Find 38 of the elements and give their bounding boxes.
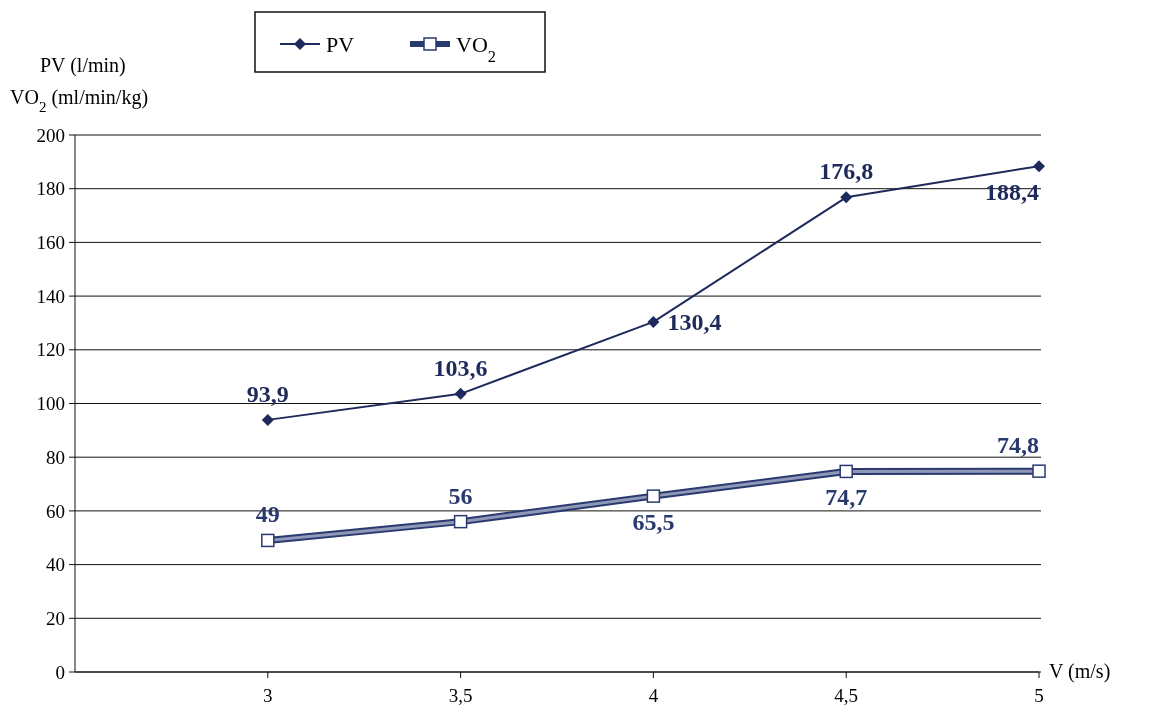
data-label: 65,5 [632,509,675,536]
y-tick-label: 160 [36,232,65,254]
point [646,489,661,503]
point [1032,464,1046,478]
point [453,514,468,529]
x-tick-label: 3 [263,685,273,706]
y-tick-label: 200 [36,124,65,146]
y-tick-label: 140 [36,285,65,307]
x-axis-title: V (m/s) [1049,660,1111,683]
point [454,387,467,400]
x-tick-label: 4,5 [834,685,859,706]
point [261,413,274,426]
y-tick-label: 20 [46,607,65,629]
data-label: 74,8 [997,432,1039,459]
x-tick-label: 3,5 [448,685,473,706]
point [1033,160,1045,173]
data-label: 93,9 [246,380,289,407]
y-axis-title: PV (l/min) VO$_{2}$ (ml/min/kg) [10,54,149,115]
data-label: 176,8 [819,158,874,185]
point [840,191,853,204]
y-tick-label: 40 [46,554,65,576]
data-label: 103,6 [433,354,488,381]
x-tick-label: 4 [648,685,659,706]
y-tick-label: 180 [36,178,65,200]
y-tick-label: 100 [36,393,65,415]
data-label: 130,4 [667,308,722,335]
y-tick-label: 120 [36,339,65,361]
legend-label: VO$_{2}$ [456,32,497,66]
point [261,533,275,548]
y-tick-label: 0 [55,661,65,683]
data-label: 56 [448,482,473,509]
legend-label: PV [326,32,355,57]
point [839,464,853,479]
data-label: 74,7 [825,484,868,511]
y-tick-label: 60 [46,500,65,522]
x-tick-label: 5 [1034,685,1044,706]
y-tick-label: 80 [46,446,65,468]
point [647,315,660,328]
